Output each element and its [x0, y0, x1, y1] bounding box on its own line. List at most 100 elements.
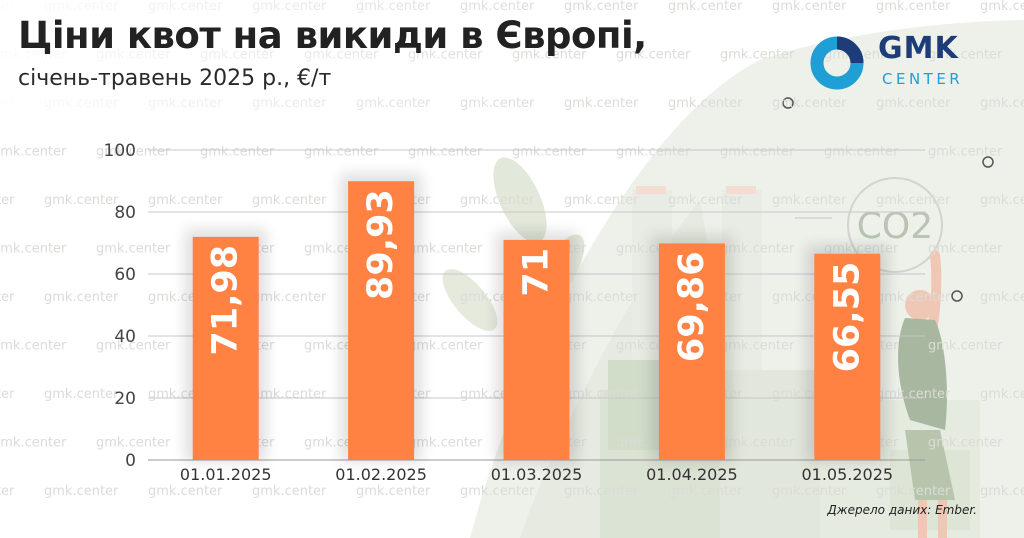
- watermark-text: gmk.center: [0, 484, 15, 499]
- x-axis-labels: 01.01.2025 01.02.2025 01.03.2025 01.04.2025…: [180, 465, 893, 484]
- watermark-text: gmk.center: [564, 193, 639, 208]
- logo-name: GMK: [878, 31, 959, 66]
- bar-value-label: 89,93: [361, 189, 401, 300]
- chart-title: Ціни квот на викиди в Європі,: [18, 14, 647, 57]
- watermark-text: gmk.center: [0, 290, 15, 305]
- watermark-text: gmk.center: [408, 339, 483, 354]
- watermark-text: gmk.center: [928, 145, 1003, 160]
- watermark-text: gmk.center: [772, 484, 847, 499]
- watermark-text: gmk.center: [0, 145, 67, 160]
- watermark-text: gmk.center: [96, 436, 171, 451]
- watermark-text: gmk.center: [512, 145, 587, 160]
- watermark-text: gmk.center: [616, 145, 691, 160]
- watermark-text: gmk.center: [668, 193, 743, 208]
- watermark-text: gmk.center: [252, 290, 327, 305]
- watermark-text: gmk.center: [564, 96, 639, 111]
- watermark-text: gmk.center: [928, 339, 1003, 354]
- watermark-text: gmk.center: [876, 484, 951, 499]
- logo-icon: [810, 36, 864, 90]
- watermark-text: gmk.center: [980, 290, 1024, 305]
- watermark-text: gmk.center: [668, 0, 743, 14]
- watermark-text: gmk.center: [96, 339, 171, 354]
- watermark-text: gmk.center: [460, 193, 535, 208]
- x-tick-label: 01.04.2025: [646, 465, 738, 484]
- x-tick-label: 01.02.2025: [335, 465, 427, 484]
- watermark-text: gmk.center: [44, 193, 119, 208]
- y-tick-label: 40: [114, 327, 136, 347]
- watermark-text: gmk.center: [148, 484, 223, 499]
- logo-subname: CENTER: [882, 70, 964, 88]
- watermark-text: gmk.center: [564, 290, 639, 305]
- watermark-text: gmk.center: [876, 193, 951, 208]
- watermark-text: gmk.center: [772, 96, 847, 111]
- watermark-text: gmk.center: [668, 96, 743, 111]
- watermark-text: gmk.center: [772, 193, 847, 208]
- watermark-text: gmk.center: [720, 436, 795, 451]
- watermark-text: gmk.center: [96, 242, 171, 257]
- bars: 71,98 89,93 71 69,86 66,55: [184, 173, 889, 463]
- watermark-text: gmk.center: [876, 96, 951, 111]
- bar: [814, 253, 881, 460]
- y-tick-label: 60: [114, 265, 136, 285]
- bar-value-label: 69,86: [672, 251, 712, 362]
- x-tick-label: 01.05.2025: [801, 465, 893, 484]
- watermark-text: gmk.center: [616, 48, 691, 63]
- bar-value-label: 66,55: [827, 262, 867, 373]
- watermark-text: gmk.center: [44, 290, 119, 305]
- watermark-text: gmk.center: [44, 484, 119, 499]
- watermark-text: gmk.center: [876, 290, 951, 305]
- y-tick-label: 80: [114, 203, 136, 223]
- watermark-text: gmk.center: [980, 193, 1024, 208]
- watermark-text: gmk.center: [720, 339, 795, 354]
- bar: [192, 236, 259, 460]
- co2-label: CO2: [857, 206, 933, 247]
- data-source: Джерело даних: Ember.: [827, 503, 977, 517]
- watermark-text: gmk.center: [0, 242, 67, 257]
- watermark-text: gmk.center: [408, 242, 483, 257]
- y-tick-label: 0: [125, 451, 136, 471]
- watermark-text: gmk.center: [0, 193, 15, 208]
- watermark-text: gmk.center: [44, 387, 119, 402]
- watermark-text: gmk.center: [0, 339, 67, 354]
- x-tick-label: 01.03.2025: [491, 465, 583, 484]
- watermark-text: gmk.center: [668, 484, 743, 499]
- watermark-text: gmk.center: [980, 484, 1024, 499]
- bar: [348, 181, 415, 461]
- y-tick-label: 20: [114, 389, 136, 409]
- watermark-text: gmk.center: [356, 484, 431, 499]
- watermark-text: gmk.center: [408, 436, 483, 451]
- watermark-text: gmk.center: [928, 242, 1003, 257]
- gmk-center-logo: GMK CENTER: [808, 30, 998, 96]
- bar: [503, 239, 570, 460]
- watermark-text: gmk.center: [824, 145, 899, 160]
- watermark-text: gmk.center: [772, 0, 847, 14]
- watermark-text: gmk.center: [148, 193, 223, 208]
- watermark-text: gmk.center: [720, 242, 795, 257]
- bar: [658, 243, 725, 460]
- watermark-text: gmk.center: [460, 484, 535, 499]
- watermark-text: gmk.center: [928, 48, 1003, 63]
- watermark-text: gmk.center: [96, 145, 171, 160]
- watermark-text: gmk.center: [928, 436, 1003, 451]
- watermark-text: gmk.center: [564, 484, 639, 499]
- watermark-text: gmk.center: [200, 145, 275, 160]
- y-tick-label: 100: [104, 141, 136, 161]
- watermark-text: gmk.center: [876, 0, 951, 14]
- watermark-text: gmk.center: [980, 96, 1024, 111]
- watermark-text: gmk.center: [0, 387, 15, 402]
- watermark-text: gmk.center: [252, 193, 327, 208]
- watermark-text: gmk.center: [980, 387, 1024, 402]
- bar-value-label: 71,98: [206, 245, 246, 356]
- bar-value-label: 71: [517, 248, 557, 297]
- x-tick-label: 01.01.2025: [180, 465, 272, 484]
- watermark-text: gmk.center: [980, 0, 1024, 14]
- watermark-text: gmk.center: [252, 484, 327, 499]
- y-axis-ticks: 0 20 40 60 80 100: [104, 141, 136, 471]
- watermark-text: gmk.center: [304, 145, 379, 160]
- watermark-text: gmk.center: [0, 436, 67, 451]
- watermark-text: gmk.center: [720, 48, 795, 63]
- chart-subtitle: січень-травень 2025 р., €/т: [18, 66, 332, 91]
- watermark-text: gmk.center: [720, 145, 795, 160]
- watermark-text: gmk.center: [564, 0, 639, 14]
